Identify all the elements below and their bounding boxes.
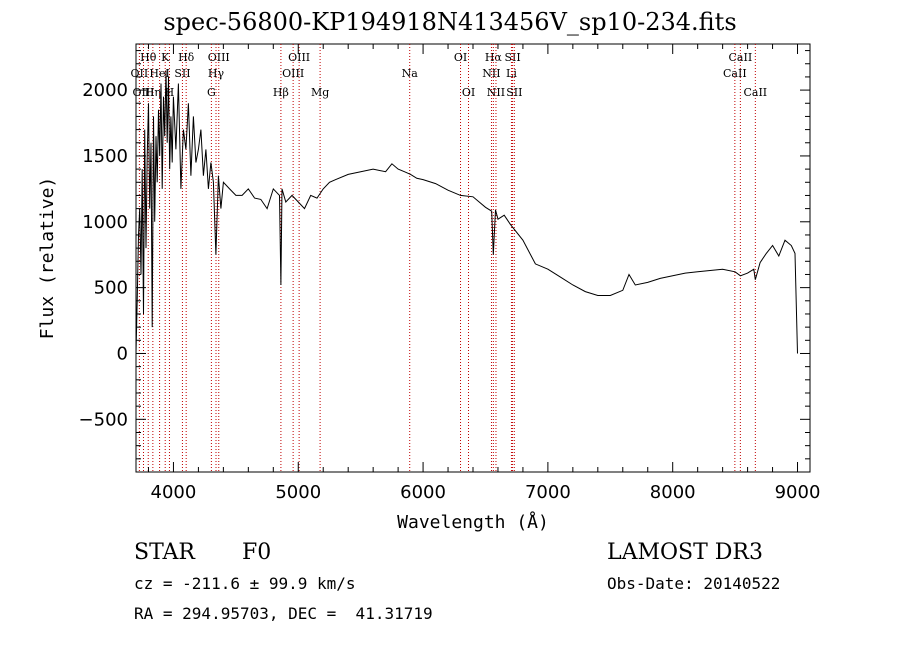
y-tick-label-2: 500	[94, 278, 128, 299]
line-marker-label-22: SII	[504, 51, 520, 64]
chart-title: spec-56800-KP194918N413456V_sp10-234.fit…	[163, 8, 737, 36]
line-marker-label-0: Hθ	[140, 51, 157, 64]
y-tick-label-0: −500	[79, 409, 128, 430]
line-marker-label-1: OII	[131, 67, 149, 80]
line-marker-label-18: OI	[462, 86, 475, 99]
line-marker-label-15: Mg	[311, 86, 329, 99]
line-marker-label-13: OIII	[288, 51, 310, 64]
x-tick-label-1: 5000	[275, 482, 321, 503]
line-marker-label-7: SII	[174, 67, 190, 80]
redshift-readout: cz = -211.6 ± 99.9 km/s	[134, 574, 356, 593]
y-axis-label: Flux (relative)	[37, 177, 58, 340]
x-axis-label: Wavelength (Å)	[397, 511, 549, 533]
line-marker-label-14: OIII	[282, 67, 304, 80]
line-marker-label-10: Hγ	[208, 67, 225, 80]
x-tick-label-5: 9000	[775, 482, 821, 503]
line-marker-label-16: Na	[402, 67, 419, 80]
x-tick-label-3: 7000	[525, 482, 571, 503]
y-tick-label-4: 1500	[82, 146, 128, 167]
line-marker-label-19: Hα	[485, 51, 503, 64]
y-tick-label-1: 0	[117, 343, 128, 364]
line-marker-label-2: OIII	[132, 86, 154, 99]
y-tick-label-3: 1000	[82, 212, 128, 233]
object-class: STAR	[134, 540, 195, 565]
line-marker-label-4: HeI	[149, 67, 169, 80]
observation-date: Obs-Date: 20140522	[607, 574, 781, 593]
line-marker-label-6: H	[165, 86, 175, 99]
coordinates-readout: RA = 294.95703, DEC = 41.31719	[134, 604, 433, 623]
x-tick-label-0: 4000	[151, 482, 197, 503]
x-tick-label-4: 8000	[650, 482, 696, 503]
plot-frame	[135, 43, 811, 473]
line-marker-label-24: SII	[506, 86, 522, 99]
line-marker-label-21: NII	[487, 86, 505, 99]
line-marker-label-20: NII	[482, 67, 500, 80]
survey-label: LAMOST DR3	[607, 540, 763, 565]
line-marker-label-5: K	[161, 51, 170, 64]
line-marker-label-12: Hβ	[273, 86, 289, 99]
line-marker-label-9: OIII	[208, 51, 230, 64]
line-marker-label-11: G	[207, 86, 216, 99]
line-marker-label-27: CaII	[743, 86, 767, 99]
line-marker-label-17: OI	[454, 51, 467, 64]
object-subclass: F0	[242, 540, 272, 565]
line-marker-label-8: Hδ	[178, 51, 195, 64]
x-tick-label-2: 6000	[400, 482, 446, 503]
y-tick-label-5: 2000	[82, 80, 128, 101]
line-marker-label-23: Li	[506, 67, 517, 80]
spectrum-line	[135, 70, 798, 354]
line-marker-label-3: Hη	[145, 86, 161, 99]
line-marker-label-26: CaII	[723, 67, 747, 80]
line-marker-label-25: CaII	[729, 51, 753, 64]
